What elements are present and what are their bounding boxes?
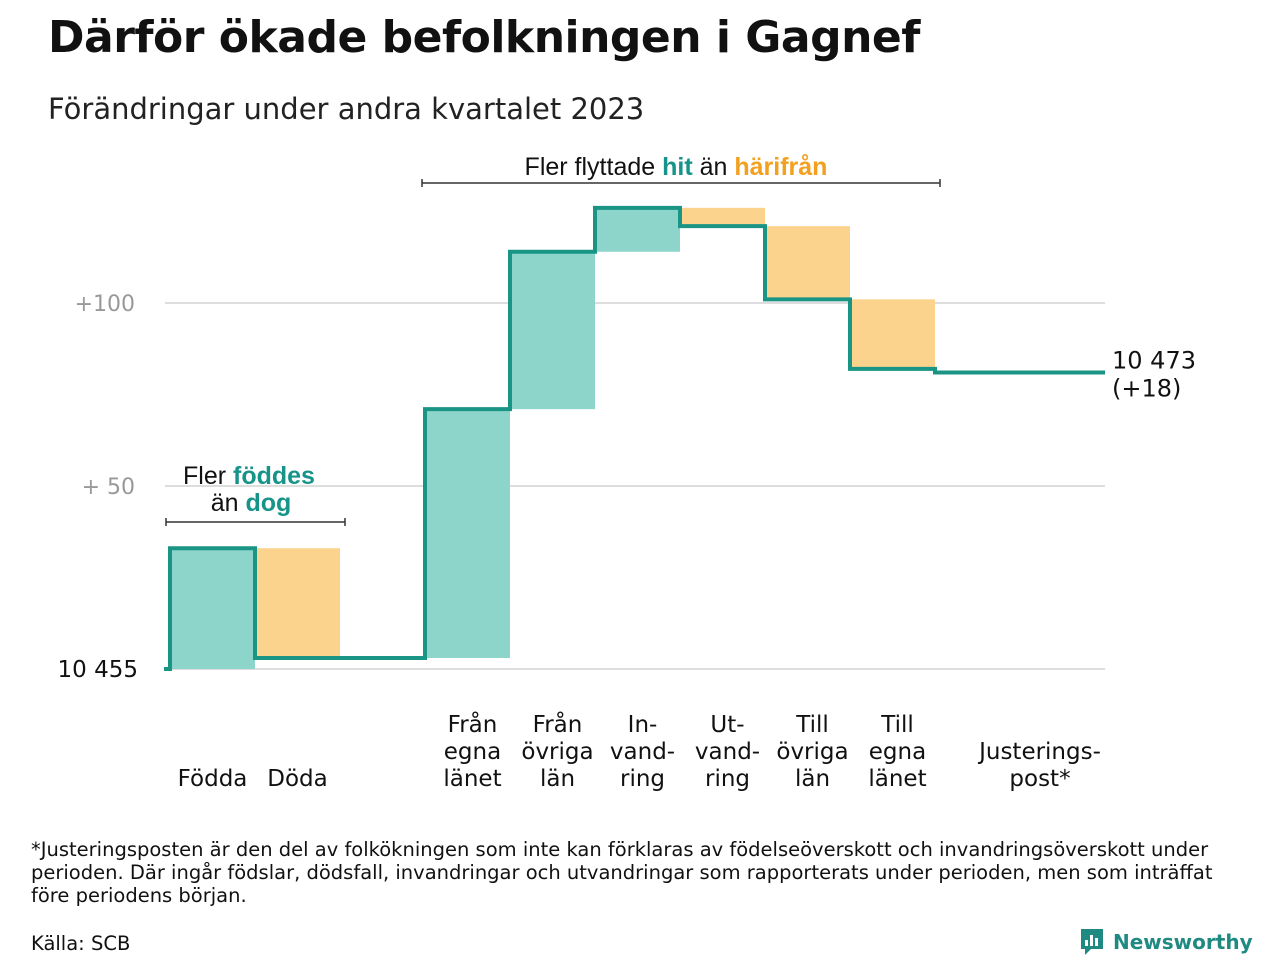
x-category-label: ring [620,766,665,792]
bar-ut-vand-ring [680,207,765,227]
grid-lines: +100 + 50 10 455 [58,292,1105,683]
x-category-label: Justerings- [977,739,1101,765]
x-category-label: Till [795,712,829,738]
x-category-label: länet [443,766,501,792]
bar-från-övriga-län [510,251,595,410]
annotation-text: Fler föddes [183,462,315,490]
bar-till-egna-länet [850,299,935,369]
x-category-label: vand- [610,739,675,765]
x-category-label: län [795,766,830,792]
bar-från-egna-länet [425,409,510,659]
x-category-label: län [540,766,575,792]
source-credit: Källa: SCB [31,932,131,955]
y-tick-label: + 50 [82,475,135,500]
end-value-label: 10 473 [1112,347,1196,375]
brand-name: Newsworthy [1113,930,1253,954]
bar-döda [255,548,340,659]
cumulative-step-line [164,205,1105,671]
bars [170,207,935,669]
x-category-label: ring [705,766,750,792]
annotation-migration: Fler flyttade hit än härifrån [421,153,941,187]
x-category-label: In- [628,712,658,738]
end-change-label: (+18) [1112,375,1181,403]
chart-subtitle: Förändringar under andra kvartalet 2023 [48,92,645,126]
x-category-label: Från [533,710,583,738]
labels: 10 473(+18)Födda DödaFrånegnalänetFrånövr… [178,347,1196,792]
annotation-text: än dog [211,489,292,517]
x-category-label: Döda [267,766,327,792]
x-category-label: Ut- [710,712,744,738]
x-category-label: länet [868,766,926,792]
step-line [164,205,1105,671]
x-category-label: Födda [178,766,248,792]
bracket-births [165,518,346,526]
brand-logo[interactable]: Newsworthy [1079,926,1253,958]
bar-födda [170,548,255,669]
x-category-label: egna [869,739,926,765]
bar-in-vand-ring [595,207,680,252]
annotation-text: Fler flyttade hit än härifrån [525,153,828,181]
chart-title: Därför ökade befolkningen i Gagnef [48,12,920,63]
x-category-label: post* [1009,766,1070,792]
x-category-label: Från [448,710,498,738]
y-tick-label: +100 [75,292,135,317]
base-value-label: 10 455 [58,657,138,683]
x-category-label: övriga [521,739,593,765]
bracket-migration [421,179,941,187]
x-category-label: vand- [695,739,760,765]
footnote: *Justeringsposten är den del av folkökni… [31,838,1213,907]
x-category-label: egna [444,739,501,765]
bar-till-övriga-län [765,226,850,300]
x-category-label: övriga [776,739,848,765]
x-category-label: Till [880,712,914,738]
chart-bubble-icon [1081,929,1103,955]
